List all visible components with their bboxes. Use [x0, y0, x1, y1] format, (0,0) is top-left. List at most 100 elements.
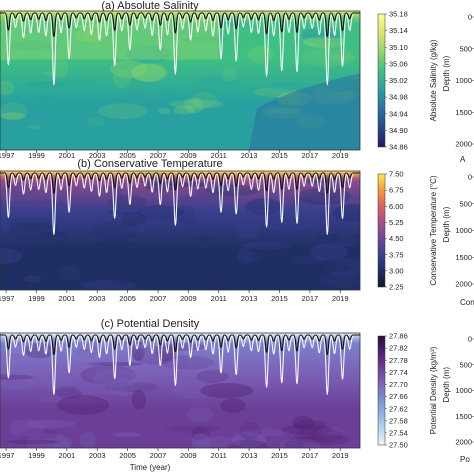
- colorbar-a: 35.18 35.14 35.10 35.06 35.02 34.98 34.94 34.90…: [377, 10, 438, 152]
- mixed-layer-contour-black: [0, 172, 360, 194]
- heatmap-texture: [38, 371, 79, 390]
- heatmap-texture: [88, 185, 115, 191]
- mixed-layer-contour-black: [0, 12, 360, 38]
- heatmap-texture: [262, 221, 314, 231]
- heatmap-texture: [0, 217, 13, 230]
- heatmap-texture: [315, 233, 360, 241]
- heatmap-texture: [289, 436, 324, 441]
- heatmap-texture: [169, 126, 194, 131]
- heatmap-texture: [97, 103, 149, 119]
- heatmap-texture: [242, 241, 293, 250]
- heatmap-texture: [79, 432, 96, 448]
- x-tick-label: 1999: [28, 151, 45, 160]
- x-tick-label: 1997: [0, 294, 14, 303]
- heatmap-texture: [0, 80, 15, 96]
- heatmap-texture: [186, 407, 214, 422]
- heatmap-texture: [337, 233, 356, 247]
- heatmap-texture: [92, 369, 144, 387]
- heatmap-texture: [125, 45, 171, 64]
- heatmap-texture: [110, 60, 148, 78]
- x-tick-label: 2017: [302, 451, 319, 460]
- heatmap-texture: [9, 40, 59, 51]
- heatmap-texture: [107, 210, 131, 215]
- cropped-label-fragment: Po: [460, 455, 470, 464]
- panel-b: (b) Conservative Temperature 1997 1999 2001…: [0, 158, 361, 303]
- colorbar-tick-label: 35.02: [389, 76, 408, 85]
- depth-axis-label: Depth (m): [442, 367, 451, 403]
- heatmap-texture: [330, 243, 360, 252]
- heatmap-texture: [10, 419, 45, 438]
- heatmap-texture: [8, 200, 62, 205]
- heatmap-texture: [279, 439, 321, 448]
- depth-tick-label: 0: [468, 173, 472, 182]
- heatmap-texture: [116, 98, 130, 118]
- x-tick-label: 2003: [89, 151, 106, 160]
- heatmap-texture: [248, 208, 279, 214]
- heatmap-field: [0, 171, 360, 290]
- panel-frame: [0, 170, 361, 291]
- depth-tick-label: 500: [459, 360, 472, 369]
- depth-axis-label: Depth (m): [442, 55, 451, 91]
- heatmap-texture: [270, 82, 299, 91]
- depth-tick-label: 500: [459, 199, 472, 208]
- heatmap-texture: [127, 225, 148, 233]
- heatmap-texture: [67, 105, 121, 119]
- heatmap-texture: [191, 235, 219, 242]
- heatmap-texture: [109, 378, 135, 397]
- colorbar-label: Potential Density (kg/m³): [429, 346, 438, 434]
- x-tick-label: 2007: [150, 451, 167, 460]
- colorbar-tick-label: 35.14: [389, 26, 408, 35]
- heatmap-texture: [297, 187, 351, 205]
- heatmap-texture: [298, 368, 332, 381]
- heatmap-texture: [0, 377, 38, 390]
- heatmap-texture: [221, 264, 247, 274]
- heatmap-texture: [301, 26, 342, 45]
- heatmap-texture: [309, 243, 348, 261]
- colorbar-tick-label: 2.25: [389, 283, 404, 292]
- heatmap-texture: [165, 425, 221, 433]
- heatmap-texture: [25, 419, 75, 429]
- heatmap-texture: [53, 439, 70, 448]
- heatmap-texture: [36, 231, 68, 237]
- cropped-label-fragment: A: [460, 155, 466, 164]
- colorbar-tick-label: 7.50: [389, 170, 404, 179]
- colorbar-tick-label: 34.90: [389, 126, 408, 135]
- colorbar-tick-label: 3.00: [389, 266, 404, 275]
- heatmap-texture: [300, 262, 351, 273]
- depth-tick-label: 1000: [455, 76, 472, 85]
- colorbar-gradient: [377, 335, 386, 446]
- colorbar-tick-label: 27.82: [389, 344, 408, 353]
- heatmap-texture: [180, 193, 208, 205]
- heatmap-texture: [130, 267, 178, 276]
- colorbar-tick-label: 27.62: [389, 404, 408, 413]
- heatmap-texture: [294, 427, 343, 444]
- side-depth-axis: 0 500 1000 1500 2000 Depth (m) Conse: [442, 173, 474, 307]
- x-tick-label: 2003: [89, 294, 106, 303]
- heatmap-texture: [0, 112, 26, 120]
- heatmap-texture: [175, 204, 195, 224]
- colorbar-tick-label: 27.86: [389, 332, 408, 341]
- cropped-label-fragment: Conse: [460, 298, 474, 307]
- heatmap-texture: [193, 269, 229, 274]
- heatmap-texture: [293, 420, 327, 429]
- heatmap-texture: [221, 66, 237, 82]
- colorbar-tick-label: 34.98: [389, 93, 408, 102]
- heatmap-texture: [293, 29, 336, 37]
- heatmap-texture: [132, 64, 164, 82]
- colorbar-gradient: [377, 13, 386, 148]
- x-tick-label: 2011: [211, 151, 227, 160]
- x-tick-label: 2007: [150, 294, 167, 303]
- heatmap-field: [0, 11, 360, 150]
- heatmap-texture: [18, 428, 58, 440]
- heatmap-texture: [317, 427, 345, 437]
- heatmap-texture: [0, 352, 25, 360]
- heatmap-texture: [79, 139, 108, 150]
- x-axis-label: Time (year): [130, 463, 171, 472]
- heatmap-texture: [141, 263, 159, 274]
- x-tick-label: 2011: [211, 294, 227, 303]
- heatmap-texture: [29, 94, 55, 101]
- heatmap-texture: [62, 394, 107, 405]
- heatmap-texture: [136, 205, 184, 220]
- heatmap-texture: [70, 361, 101, 373]
- heatmap-texture: [296, 433, 350, 446]
